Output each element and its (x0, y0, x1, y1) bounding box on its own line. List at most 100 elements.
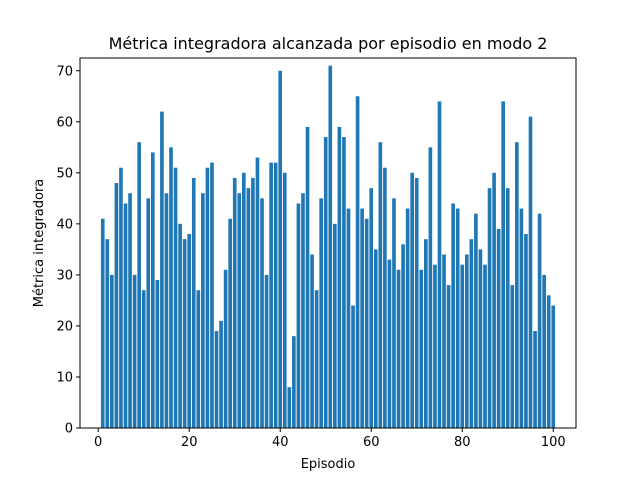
bar-episode-42 (287, 387, 292, 428)
y-tick-label: 30 (56, 268, 73, 283)
y-axis-ticks: 0 10 20 30 40 50 60 70 (56, 64, 80, 437)
y-tick-label: 0 (65, 422, 73, 437)
bar-episode-59 (364, 218, 369, 428)
bar-episode-44 (296, 203, 301, 428)
bar-episode-95 (528, 116, 533, 428)
x-tick-label: 100 (541, 435, 566, 450)
bar-episode-24 (205, 167, 210, 428)
bar-episode-49 (319, 198, 323, 428)
bar-episode-37 (264, 274, 269, 428)
bar-episode-84 (478, 249, 483, 428)
bar-episode-7 (128, 193, 132, 428)
bar-episode-52 (333, 223, 337, 428)
bar-episode-70 (414, 177, 419, 428)
bar-episode-6 (123, 203, 128, 428)
bar-episode-21 (191, 177, 196, 428)
bar-episode-54 (342, 137, 346, 428)
bar-episode-9 (137, 142, 141, 428)
bar-episode-76 (442, 254, 446, 428)
bar-episode-51 (328, 65, 333, 428)
bar-episode-31 (237, 193, 242, 428)
bar-episode-79 (455, 208, 460, 428)
bar-episode-35 (255, 157, 260, 428)
bar-episode-47 (310, 254, 314, 428)
bar-episode-8 (132, 274, 137, 428)
bar-episode-72 (424, 239, 428, 428)
bar-episode-75 (437, 101, 442, 428)
bar-episode-58 (360, 208, 364, 428)
bar-episode-33 (246, 188, 251, 428)
x-tick-label: 60 (363, 435, 380, 450)
bar-episode-13 (155, 280, 160, 428)
chart-title: Métrica integradora alcanzada por episod… (109, 34, 548, 53)
bar-episode-66 (396, 269, 401, 428)
bar-episode-73 (428, 147, 433, 428)
x-axis-ticks: 0 20 40 60 80 100 (94, 428, 566, 450)
bar-episode-32 (242, 172, 246, 428)
bar-episode-26 (214, 331, 219, 428)
bar-episode-23 (201, 193, 205, 428)
bar-episode-10 (141, 290, 146, 428)
bar-episode-85 (483, 264, 487, 428)
bar-episode-77 (446, 285, 451, 428)
y-tick-label: 70 (56, 64, 73, 79)
bar-episode-55 (346, 208, 351, 428)
bar-episode-45 (301, 193, 305, 428)
bar-episode-38 (269, 162, 273, 428)
bar-episode-86 (487, 188, 492, 428)
bar-episode-87 (492, 172, 496, 428)
bar-episode-15 (164, 193, 169, 428)
bar-episode-5 (119, 167, 123, 428)
bar-episode-82 (469, 239, 474, 428)
bars-group (100, 65, 556, 429)
bar-episode-29 (228, 218, 232, 428)
y-tick-label: 60 (56, 115, 73, 130)
plot-frame (79, 57, 577, 429)
y-tick-label: 10 (56, 370, 73, 385)
bar-episode-89 (501, 101, 506, 428)
bar-episode-53 (337, 126, 342, 429)
bar-episode-68 (405, 208, 410, 428)
x-tick-label: 40 (272, 435, 289, 450)
x-tick-label: 80 (454, 435, 471, 450)
x-tick-label: 0 (94, 435, 102, 450)
bar-episode-20 (187, 234, 192, 428)
bar-episode-30 (232, 177, 237, 428)
bar-episode-48 (314, 290, 319, 428)
bar-episode-46 (305, 126, 310, 429)
y-tick-label: 50 (56, 166, 73, 181)
bar-episode-63 (383, 167, 387, 428)
bar-episode-56 (351, 305, 355, 428)
y-tick-label: 20 (56, 319, 73, 334)
bar-episode-100 (551, 305, 556, 428)
bar-episode-65 (392, 198, 396, 428)
bar-episode-61 (373, 249, 378, 428)
bar-episode-41 (282, 172, 287, 428)
bar-episode-16 (169, 147, 173, 428)
bar-episode-83 (474, 213, 478, 428)
bar-episode-93 (519, 208, 524, 428)
bar-episode-39 (273, 162, 278, 428)
bar-episode-43 (292, 336, 296, 428)
bar-episode-40 (278, 70, 283, 428)
bar-episode-80 (460, 264, 465, 428)
bar-episode-50 (323, 137, 328, 428)
x-tick-label: 20 (181, 435, 198, 450)
bar-episode-60 (369, 188, 374, 428)
y-tick-label: 40 (56, 217, 73, 232)
bar-episode-90 (505, 188, 510, 428)
bar-episode-94 (524, 234, 528, 428)
bar-episode-71 (419, 269, 424, 428)
bar-episode-36 (260, 198, 264, 428)
bar-episode-3 (110, 274, 114, 428)
bar-episode-92 (515, 142, 519, 428)
bar-episode-14 (160, 111, 164, 428)
bar-episode-19 (182, 239, 187, 428)
bar-episode-67 (401, 244, 405, 428)
bar-episode-62 (378, 142, 383, 428)
bar-episode-11 (146, 198, 151, 428)
y-axis-label: Métrica integradora (32, 179, 47, 308)
bar-episode-88 (496, 228, 501, 428)
bar-episode-69 (410, 172, 414, 428)
